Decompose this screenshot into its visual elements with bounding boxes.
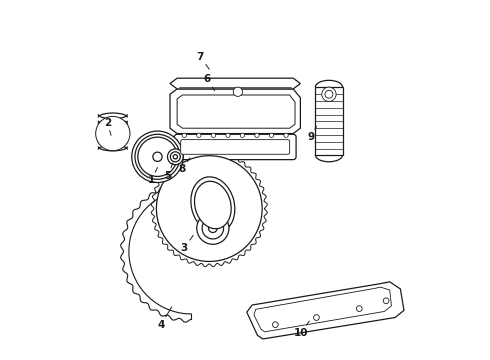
Circle shape [173,155,177,159]
Circle shape [171,152,180,162]
Circle shape [233,87,243,96]
FancyBboxPatch shape [181,140,290,154]
Text: 9: 9 [308,126,317,142]
Circle shape [325,90,333,98]
Polygon shape [247,282,404,339]
Circle shape [168,149,183,165]
Circle shape [322,87,336,102]
Text: 4: 4 [157,307,172,330]
Circle shape [272,322,278,328]
Circle shape [211,133,216,138]
Circle shape [356,306,362,311]
Circle shape [284,133,288,138]
Circle shape [314,315,319,320]
Circle shape [383,298,389,303]
Circle shape [138,137,177,176]
Circle shape [135,134,180,179]
Text: 8: 8 [179,158,190,174]
Circle shape [153,152,162,161]
Circle shape [96,116,130,151]
Circle shape [240,133,245,138]
Text: 10: 10 [294,321,309,338]
Circle shape [226,133,230,138]
Circle shape [132,131,183,183]
FancyBboxPatch shape [174,134,296,159]
Circle shape [196,133,201,138]
Polygon shape [170,78,300,89]
Ellipse shape [195,181,231,229]
Bar [316,87,343,155]
Circle shape [197,212,229,244]
Circle shape [270,133,274,138]
Text: 3: 3 [181,235,193,253]
Circle shape [202,217,223,239]
Text: 6: 6 [204,74,215,91]
Circle shape [255,133,259,138]
Polygon shape [170,89,300,134]
Text: 7: 7 [196,52,209,69]
Circle shape [209,224,217,233]
Ellipse shape [191,177,235,233]
Circle shape [156,156,262,261]
Circle shape [182,133,186,138]
Text: 2: 2 [104,118,111,135]
Text: 5: 5 [165,163,173,181]
Polygon shape [177,95,295,128]
Text: 1: 1 [148,167,157,185]
Polygon shape [254,287,392,332]
